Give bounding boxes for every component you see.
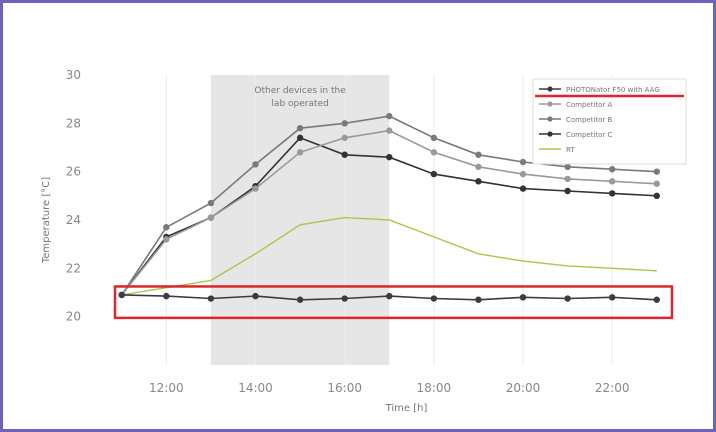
data-point — [653, 192, 660, 200]
shaded-region-label: Other devices in the lab operated — [254, 86, 346, 109]
x-tick-label: 18:00 — [417, 381, 452, 395]
data-point — [430, 295, 438, 302]
legend-swatch-marker — [547, 101, 553, 107]
data-point — [296, 134, 304, 142]
data-point — [341, 151, 348, 158]
highlight-box — [113, 285, 674, 320]
data-point — [653, 296, 660, 303]
data-point — [207, 199, 215, 207]
data-point — [609, 294, 616, 301]
data-point — [475, 178, 482, 185]
legend-label: PHOTONator F50 with AAG — [566, 86, 660, 94]
data-point — [207, 214, 215, 221]
legend-label: Competitor B — [566, 116, 613, 124]
data-point — [296, 296, 304, 303]
data-point — [386, 112, 393, 120]
data-point — [430, 170, 438, 178]
data-point — [564, 187, 571, 195]
shaded-region — [210, 75, 390, 365]
data-point — [386, 153, 393, 161]
x-tick-label: 22:00 — [595, 381, 630, 395]
data-point — [564, 295, 571, 302]
y-tick-label: 24 — [66, 213, 81, 227]
data-point — [519, 170, 527, 178]
data-point — [519, 185, 527, 192]
data-point — [609, 166, 616, 173]
data-point — [341, 120, 348, 127]
x-axis-label: Time [h] — [385, 403, 428, 414]
data-point — [163, 292, 170, 300]
data-point — [163, 236, 170, 243]
data-point — [564, 175, 571, 183]
data-point — [609, 190, 616, 197]
data-point — [653, 180, 660, 187]
y-tick-label: 26 — [66, 165, 81, 179]
data-point — [564, 163, 571, 171]
data-point — [252, 161, 259, 168]
data-point — [341, 134, 348, 142]
legend-label: RT — [566, 146, 575, 154]
data-point — [609, 178, 616, 185]
x-tick-label: 20:00 — [506, 381, 541, 395]
data-point — [163, 224, 170, 231]
legend-swatch-marker — [547, 86, 553, 92]
data-point — [519, 158, 527, 166]
data-point — [296, 124, 304, 132]
data-point — [653, 168, 660, 175]
data-point — [519, 294, 527, 301]
data-point — [252, 185, 259, 192]
data-point — [296, 149, 304, 156]
temperature-line-chart: Other devices in the lab operated 20 22 24 26… — [41, 68, 688, 414]
legend-swatch-marker — [547, 116, 553, 122]
x-tick-label: 16:00 — [327, 381, 362, 395]
data-point — [430, 134, 438, 142]
y-tick-label: 22 — [66, 261, 81, 275]
data-point — [386, 127, 393, 134]
data-point — [475, 296, 482, 303]
x-tick-label: 12:00 — [149, 381, 184, 395]
y-tick-label: 28 — [66, 116, 81, 130]
data-point — [430, 149, 438, 156]
series-line — [121, 216, 657, 296]
data-point — [386, 292, 393, 300]
y-tick-label: 20 — [66, 310, 81, 324]
y-tick-label: 30 — [66, 68, 81, 82]
data-point — [475, 151, 482, 158]
legend-label: Competitor C — [566, 131, 613, 139]
legend-swatch-marker — [547, 131, 553, 137]
legend-box — [532, 78, 687, 165]
x-tick-label: 14:00 — [238, 381, 273, 395]
data-point — [252, 292, 259, 300]
data-point — [475, 163, 482, 171]
y-axis-label: Temperature [°C] — [41, 177, 52, 264]
data-point — [207, 295, 215, 302]
data-point — [118, 291, 125, 299]
data-point — [341, 295, 348, 302]
legend-label: Competitor A — [566, 101, 613, 109]
